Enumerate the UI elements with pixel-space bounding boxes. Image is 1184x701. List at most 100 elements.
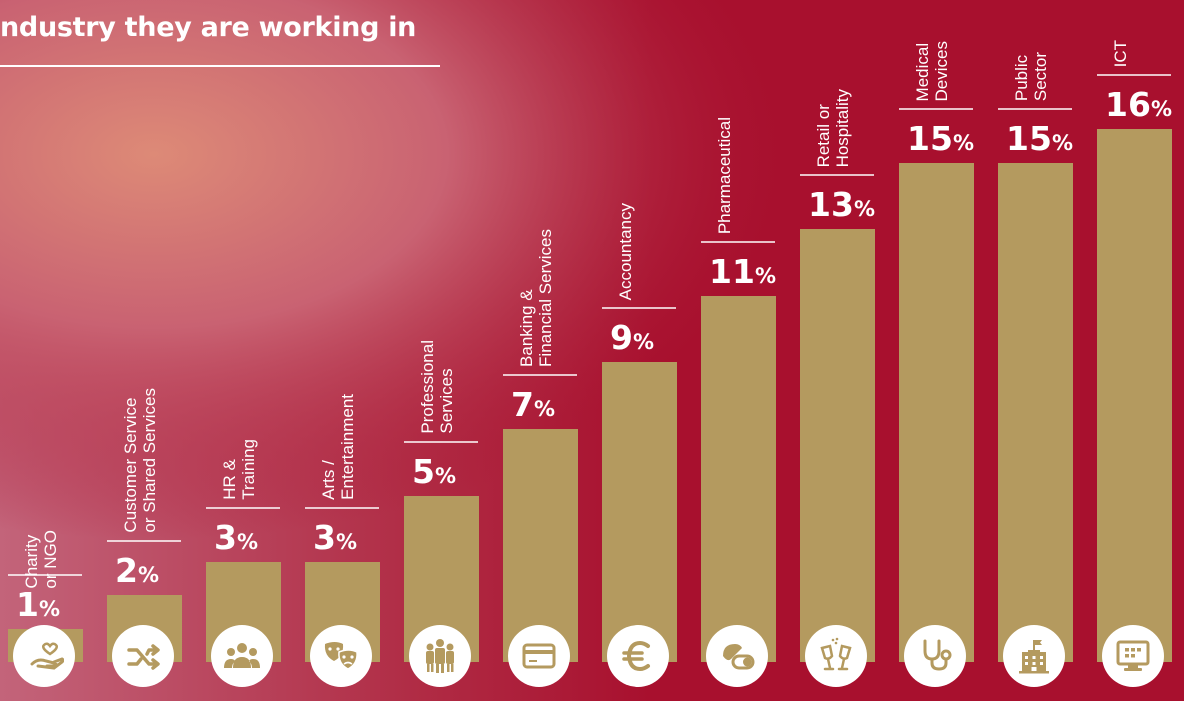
- category-label-line: Charity: [22, 534, 41, 589]
- category-label-line: or Shared Services: [140, 388, 159, 533]
- theatre-masks-icon: [309, 625, 372, 687]
- value-number: 16: [1105, 85, 1151, 125]
- value-number: 9: [610, 318, 633, 358]
- bar: [998, 162, 1073, 662]
- category-label-line: Banking &: [517, 289, 536, 367]
- label-separator: [404, 440, 478, 443]
- bar: [1097, 129, 1172, 662]
- category-label-line: Medical: [913, 42, 932, 101]
- value-label: 3%: [313, 518, 357, 557]
- value-number: 3: [313, 518, 336, 558]
- category-label: HR & Training: [220, 439, 258, 500]
- value-unit: %: [952, 130, 974, 155]
- title-underline: [0, 65, 440, 67]
- computer-monitor-icon: [1101, 625, 1164, 687]
- value-number: 3: [214, 518, 237, 558]
- business-people-icon: [408, 625, 471, 687]
- credit-card-icon: [507, 625, 570, 687]
- value-label: 9%: [610, 318, 654, 357]
- chart-title: ndustry they are working in: [0, 12, 417, 43]
- value-number: 5: [412, 451, 435, 491]
- value-label: 2%: [115, 551, 159, 590]
- category-label: Banking & Financial Services: [517, 229, 555, 367]
- value-label: 15%: [1006, 119, 1073, 158]
- value-number: 15: [907, 118, 953, 158]
- category-label-line: or NGO: [41, 529, 60, 589]
- government-building-icon: [1002, 625, 1065, 687]
- value-number: 1: [16, 584, 39, 624]
- category-label: Customer Service or Shared Services: [121, 388, 159, 533]
- category-label-line: Professional: [418, 339, 437, 434]
- value-unit: %: [335, 530, 358, 555]
- value-unit: %: [236, 530, 259, 555]
- category-label: Charity or NGO: [22, 530, 60, 589]
- label-separator: [602, 307, 676, 310]
- category-label-line: Arts /: [319, 460, 338, 500]
- bar: [899, 162, 974, 662]
- wine-glasses-icon: [804, 625, 867, 687]
- label-separator: [701, 240, 775, 243]
- label-separator: [206, 507, 280, 510]
- bar: [800, 229, 875, 662]
- value-label: 1%: [16, 585, 60, 624]
- value-label: 7%: [511, 385, 555, 424]
- label-separator: [305, 507, 379, 510]
- category-label-line: Entertainment: [338, 394, 357, 500]
- label-separator: [503, 373, 577, 376]
- stethoscope-icon: [903, 625, 966, 687]
- value-label: 5%: [412, 452, 456, 491]
- category-label-line: Hospitality: [833, 89, 852, 168]
- value-label: 16%: [1105, 85, 1172, 124]
- euro-icon: [606, 625, 669, 687]
- value-number: 11: [709, 251, 755, 291]
- pill-icon: [705, 625, 768, 687]
- value-unit: %: [434, 463, 457, 488]
- category-label-line: Customer Service: [121, 397, 140, 533]
- label-separator: [1097, 74, 1171, 77]
- category-label-line: Retail or: [814, 104, 833, 168]
- value-label: 3%: [214, 518, 258, 557]
- value-unit: %: [1150, 97, 1172, 122]
- label-separator: [998, 107, 1072, 110]
- category-label-line: Public: [1012, 54, 1031, 101]
- category-label: Pharmaceutical: [715, 117, 734, 234]
- category-label-line: Sector: [1031, 51, 1050, 101]
- label-separator: [8, 573, 82, 576]
- category-label: Accountancy: [616, 203, 635, 300]
- bar: [503, 428, 578, 662]
- category-label-line: Training: [239, 439, 258, 500]
- value-unit: %: [754, 263, 776, 288]
- category-label: Retail or Hospitality: [814, 89, 852, 167]
- bar: [701, 295, 776, 662]
- bar: [602, 362, 677, 662]
- label-separator: [899, 107, 973, 110]
- value-label: 13%: [808, 185, 875, 224]
- category-label: Professional Services: [418, 340, 456, 434]
- value-number: 2: [115, 551, 138, 591]
- shuffle-icon: [111, 625, 174, 687]
- value-unit: %: [1051, 130, 1073, 155]
- value-number: 15: [1006, 118, 1052, 158]
- value-unit: %: [853, 197, 875, 222]
- value-number: 13: [808, 185, 854, 225]
- value-label: 11%: [709, 252, 776, 291]
- label-separator: [107, 540, 181, 543]
- category-label-line: Financial Services: [536, 228, 555, 367]
- label-separator: [800, 174, 874, 177]
- value-unit: %: [632, 330, 655, 355]
- people-group-icon: [210, 625, 273, 687]
- category-label-line: Services: [437, 367, 456, 434]
- category-label: Arts / Entertainment: [319, 394, 357, 500]
- category-label: ICT: [1111, 40, 1130, 67]
- category-label-line: HR &: [220, 459, 239, 500]
- value-unit: %: [137, 563, 160, 588]
- hand-heart-icon: [12, 625, 75, 687]
- category-label-line: Accountancy: [616, 203, 635, 301]
- category-label: Medical Devices: [913, 41, 951, 101]
- category-label-line: Devices: [932, 40, 951, 101]
- value-unit: %: [38, 596, 61, 621]
- category-label: Public Sector: [1012, 52, 1050, 101]
- category-label-line: Pharmaceutical: [715, 116, 734, 234]
